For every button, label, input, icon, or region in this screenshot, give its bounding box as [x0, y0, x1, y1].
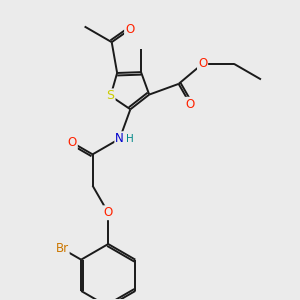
- Text: Br: Br: [56, 242, 69, 255]
- Text: N: N: [115, 132, 124, 145]
- Text: O: O: [68, 136, 77, 149]
- Text: H: H: [126, 134, 134, 144]
- Text: O: O: [103, 206, 113, 219]
- Text: S: S: [106, 89, 115, 102]
- Text: O: O: [186, 98, 195, 111]
- Text: O: O: [198, 57, 207, 70]
- Text: O: O: [125, 23, 134, 36]
